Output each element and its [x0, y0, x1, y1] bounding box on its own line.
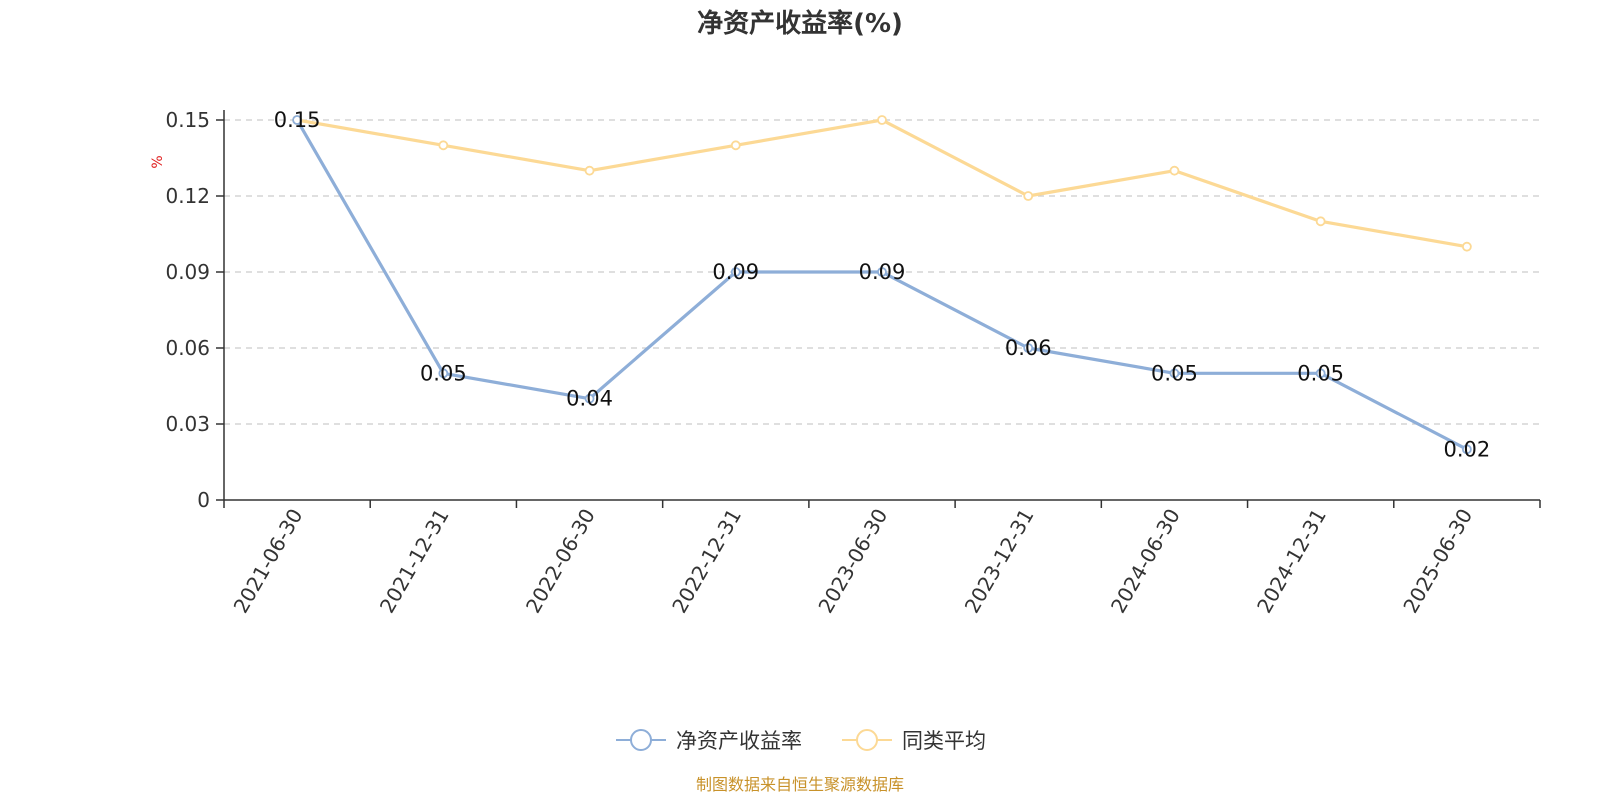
- series-point-0: [1461, 444, 1472, 455]
- x-tick-label: 2023-12-31: [960, 505, 1039, 618]
- x-tick-label: 2022-06-30: [521, 505, 600, 618]
- series-point-1: [584, 165, 595, 176]
- series-line-1: [296, 118, 1468, 249]
- x-tick-label: 2025-06-30: [1398, 505, 1477, 618]
- x-tick-label: 2021-12-31: [375, 505, 454, 618]
- series-point-1: [438, 140, 449, 151]
- legend-marker: [630, 729, 652, 751]
- legend: 净资产收益率 同类平均: [616, 729, 986, 753]
- source-note: 制图数据来自恒生聚源数据库: [696, 775, 904, 794]
- series-point-1: [1169, 165, 1180, 176]
- data-label: 0.09: [712, 260, 759, 284]
- series-point-0: [438, 368, 449, 379]
- data-label: 0.05: [1297, 361, 1344, 385]
- data-label: 0.04: [566, 387, 613, 411]
- data-label: 0.05: [1151, 361, 1198, 385]
- series-point-0: [1169, 368, 1180, 379]
- legend-label: 净资产收益率: [676, 729, 802, 753]
- series-point-1: [730, 140, 741, 151]
- data-label: 0.09: [859, 260, 906, 284]
- series-point-0: [1023, 343, 1034, 353]
- x-tick-label: 2024-06-30: [1106, 505, 1185, 618]
- chart-title: 净资产收益率(%): [697, 8, 903, 39]
- series-point-0: [730, 267, 741, 277]
- series-point-1: [1023, 191, 1034, 201]
- y-tick-label: 0.15: [165, 108, 210, 132]
- series-point-1: [877, 115, 887, 125]
- x-tick-label: 2023-06-30: [813, 505, 892, 618]
- x-tick-label: 2022-12-31: [667, 505, 746, 618]
- series-point-0: [292, 115, 303, 125]
- y-axis-unit-label: %: [150, 155, 166, 168]
- series-lines: [292, 115, 1472, 455]
- series-point-1: [1461, 241, 1472, 252]
- data-label: 0.15: [274, 108, 321, 132]
- legend-marker: [856, 729, 878, 751]
- series-point-0: [1315, 368, 1326, 379]
- y-tick-label: 0.12: [165, 184, 210, 208]
- series-point-0: [877, 267, 887, 277]
- x-tick-label: 2024-12-31: [1252, 505, 1331, 618]
- data-label: 0.02: [1444, 437, 1491, 461]
- y-tick-label: 0.09: [165, 260, 210, 284]
- series-point-0: [584, 393, 595, 404]
- series-point-1: [1315, 216, 1326, 227]
- y-tick-label: 0.03: [165, 412, 210, 436]
- x-tick-label: 2021-06-30: [229, 505, 308, 618]
- y-tick-label: 0.06: [165, 336, 210, 360]
- y-tick-label: 0: [197, 488, 210, 512]
- series-line-0: [295, 119, 1468, 451]
- data-label: 0.06: [1005, 336, 1052, 360]
- legend-label: 同类平均: [902, 729, 986, 753]
- data-labels: 0.15 0.05 0.04 0.09 0.09 0.06 0.05 0.05 0.02: [274, 108, 1491, 461]
- data-label: 0.05: [420, 361, 467, 385]
